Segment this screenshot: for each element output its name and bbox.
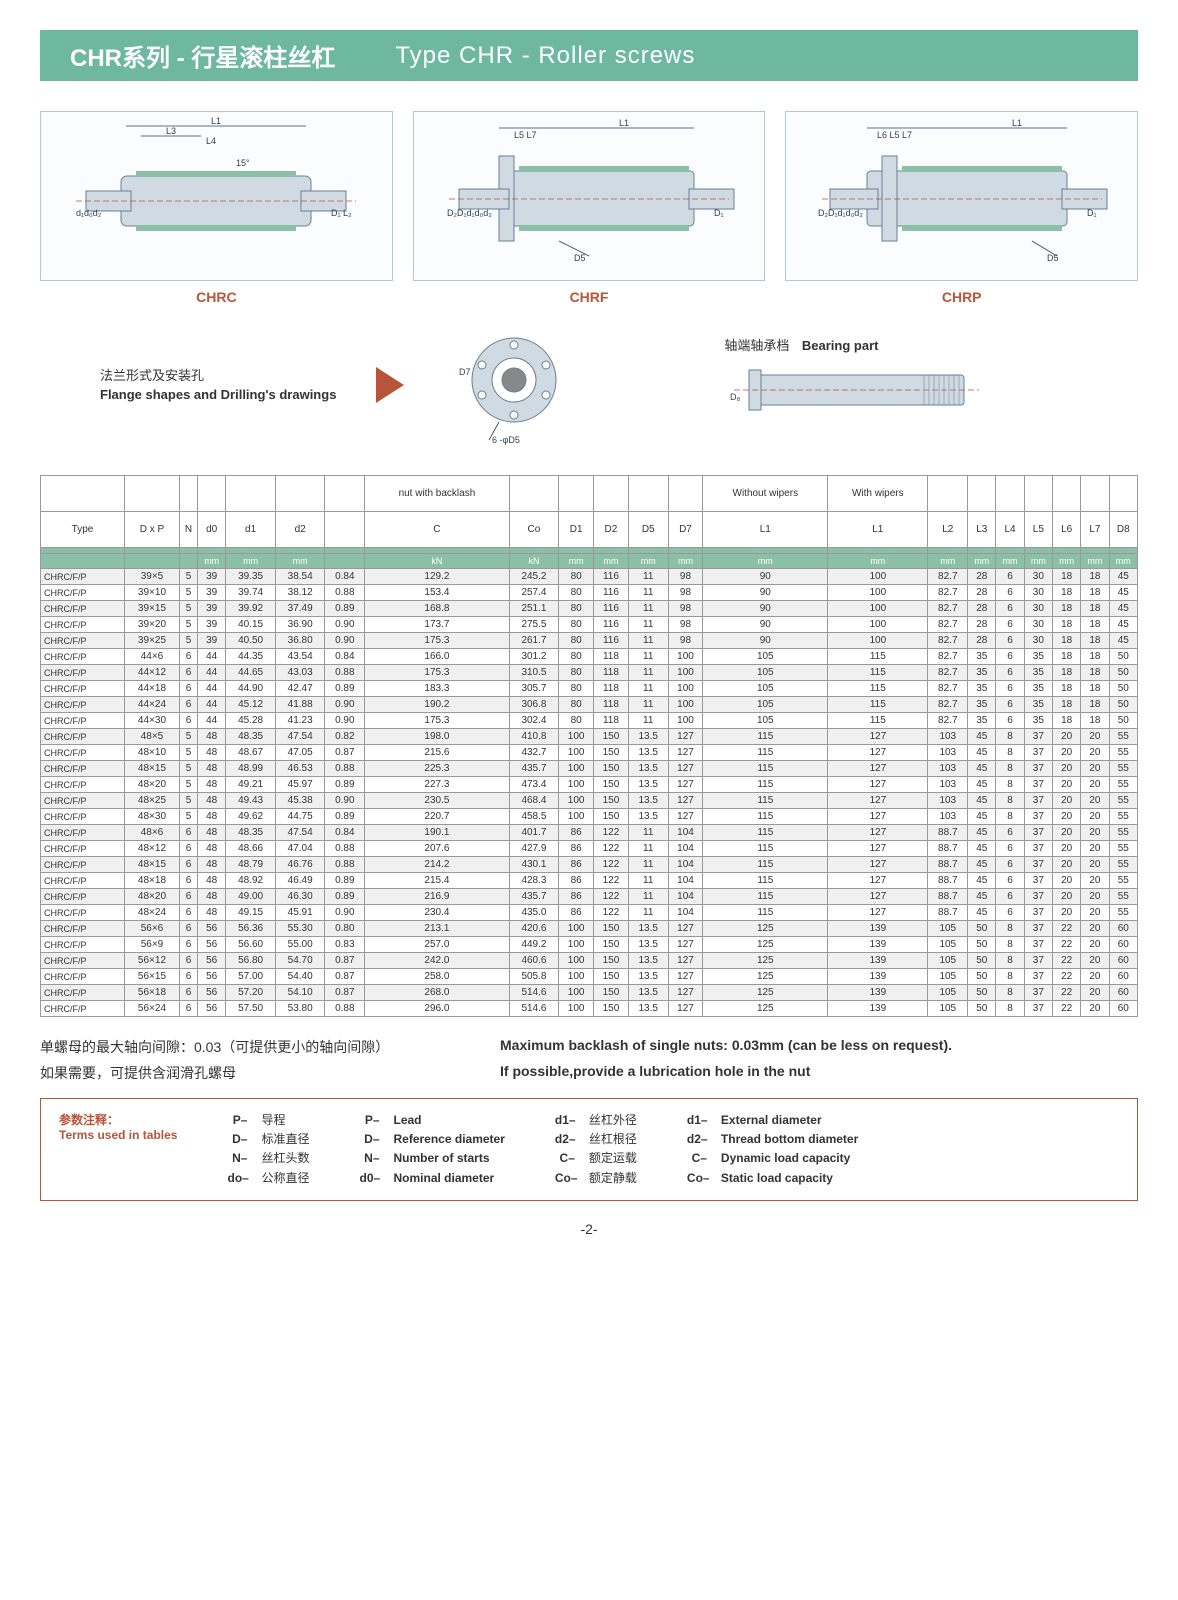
svg-text:L4: L4 (206, 136, 216, 146)
terms-box: 参数注释： Terms used in tables P–D–N–do–导程标准… (40, 1098, 1138, 1201)
table-row: CHRC/F/P44×1864444.9042.470.89183.3305.7… (41, 681, 1138, 697)
chrf-svg: L1 L5 L7 D₂D₁d₁d₀d₂ D₁ D5 (439, 116, 739, 276)
table-row: CHRC/F/P48×3054849.6244.750.89220.7458.5… (41, 809, 1138, 825)
table-row: CHRC/F/P56×665656.3655.300.80213.1420.61… (41, 921, 1138, 937)
table-row: CHRC/F/P44×1264444.6543.030.88175.3310.5… (41, 665, 1138, 681)
table-row: CHRC/F/P48×2064849.0046.300.89216.9435.7… (41, 889, 1138, 905)
svg-text:6 -φD5: 6 -φD5 (492, 435, 520, 445)
table-row: CHRC/F/P56×965656.6055.000.83257.0449.21… (41, 937, 1138, 953)
table-row: CHRC/F/P56×1865657.2054.100.87268.0514.6… (41, 985, 1138, 1001)
table-row: CHRC/F/P44×3064445.2841.230.90175.3302.4… (41, 713, 1138, 729)
drawing-chrp: L1 L6 L5 L7 D₂D₁d₁d₀d₂ D₁ D5 CHRP (785, 111, 1138, 305)
page-number: -2- (40, 1221, 1138, 1237)
page-banner: CHR系列 - 行星滚柱丝杠 Type CHR - Roller screws (40, 30, 1138, 81)
table-row: CHRC/F/P48×2054849.2145.970.89227.3473.4… (41, 777, 1138, 793)
banner-cn: CHR系列 - 行星滚柱丝杠 (70, 38, 335, 73)
svg-text:D₁ L₂: D₁ L₂ (331, 208, 352, 218)
chrp-svg: L1 L6 L5 L7 D₂D₁d₁d₀d₂ D₁ D5 (812, 116, 1112, 276)
flange-text: 法兰形式及安装孔 Flange shapes and Drilling's dr… (100, 366, 336, 405)
table-row: CHRC/F/P48×2464849.1545.910.90230.4435.0… (41, 905, 1138, 921)
bearing-section: 轴端轴承档 Bearing part D₈ (724, 335, 984, 435)
table-row: CHRC/F/P56×1565657.0054.400.87258.0505.8… (41, 969, 1138, 985)
table-row: CHRC/F/P39×1053939.7438.120.88153.4257.4… (41, 585, 1138, 601)
svg-text:D5: D5 (574, 253, 586, 263)
svg-text:L3: L3 (166, 126, 176, 136)
svg-text:L1: L1 (1012, 118, 1022, 128)
table-row: CHRC/F/P56×2465657.5053.800.88296.0514.6… (41, 1001, 1138, 1017)
svg-text:D₂D₁d₁d₀d₂: D₂D₁d₁d₀d₂ (818, 208, 863, 218)
arrow-icon (376, 367, 404, 403)
svg-text:D₈: D₈ (730, 392, 740, 402)
svg-text:d₁d₀d₂: d₁d₀d₂ (76, 208, 102, 218)
table-row: CHRC/F/P48×554848.3547.540.82198.0410.81… (41, 729, 1138, 745)
table-row: CHRC/F/P48×1054848.6747.050.87215.6432.7… (41, 745, 1138, 761)
svg-text:D7: D7 (459, 367, 471, 377)
mid-row: 法兰形式及安装孔 Flange shapes and Drilling's dr… (40, 325, 1138, 445)
svg-text:D₁: D₁ (1087, 208, 1097, 218)
banner-en: Type CHR - Roller screws (395, 42, 695, 70)
drawings-row: L1 L3 L4 d₁d₀d₂ D₁ L₂ 15° CHRC L1 L5 L7 (40, 111, 1138, 305)
table-row: CHRC/F/P39×553939.3538.540.84129.2245.28… (41, 569, 1138, 585)
table-row: CHRC/F/P39×1553939.9237.490.89168.8251.1… (41, 601, 1138, 617)
spec-table: nut with backlashWithout wipersWith wipe… (40, 475, 1138, 1017)
svg-text:D₂D₁d₁d₀d₂: D₂D₁d₁d₀d₂ (447, 208, 492, 218)
svg-text:L1: L1 (211, 116, 221, 126)
drawing-chrf: L1 L5 L7 D₂D₁d₁d₀d₂ D₁ D5 CHRF (413, 111, 766, 305)
svg-text:L1: L1 (619, 118, 629, 128)
table-row: CHRC/F/P39×2553940.5036.800.90175.3261.7… (41, 633, 1138, 649)
table-row: CHRC/F/P56×1265656.8054.700.87242.0460.6… (41, 953, 1138, 969)
table-row: CHRC/F/P44×2464445.1241.880.90190.2306.8… (41, 697, 1138, 713)
svg-text:D₁: D₁ (714, 208, 724, 218)
flange-drawing: D7 6 -φD5 (444, 325, 584, 445)
table-row: CHRC/F/P48×2554849.4345.380.90230.5468.4… (41, 793, 1138, 809)
svg-text:D5: D5 (1047, 253, 1059, 263)
svg-text:L5 L7: L5 L7 (514, 130, 537, 140)
table-row: CHRC/F/P48×1564848.7946.760.88214.2430.1… (41, 857, 1138, 873)
table-row: CHRC/F/P39×2053940.1536.900.90173.7275.5… (41, 617, 1138, 633)
chrf-label: CHRF (413, 289, 766, 305)
chrp-label: CHRP (785, 289, 1138, 305)
table-row: CHRC/F/P48×1864848.9246.490.89215.4428.3… (41, 873, 1138, 889)
table-row: CHRC/F/P48×1264848.6647.040.88207.6427.9… (41, 841, 1138, 857)
table-row: CHRC/F/P44×664444.3543.540.84166.0301.28… (41, 649, 1138, 665)
chrc-label: CHRC (40, 289, 393, 305)
terms-title: 参数注释： Terms used in tables (59, 1111, 177, 1142)
chrc-svg: L1 L3 L4 d₁d₀d₂ D₁ L₂ 15° (66, 116, 366, 276)
table-row: CHRC/F/P48×1554848.9946.530.88225.3435.7… (41, 761, 1138, 777)
svg-text:15°: 15° (236, 158, 250, 168)
notes-block: 单螺母的最大轴向间隙：0.03（可提供更小的轴向间隙） Maximum back… (40, 1037, 1138, 1083)
drawing-chrc: L1 L3 L4 d₁d₀d₂ D₁ L₂ 15° CHRC (40, 111, 393, 305)
svg-text:L6 L5 L7: L6 L5 L7 (877, 130, 912, 140)
table-row: CHRC/F/P48×664848.3547.540.84190.1401.78… (41, 825, 1138, 841)
